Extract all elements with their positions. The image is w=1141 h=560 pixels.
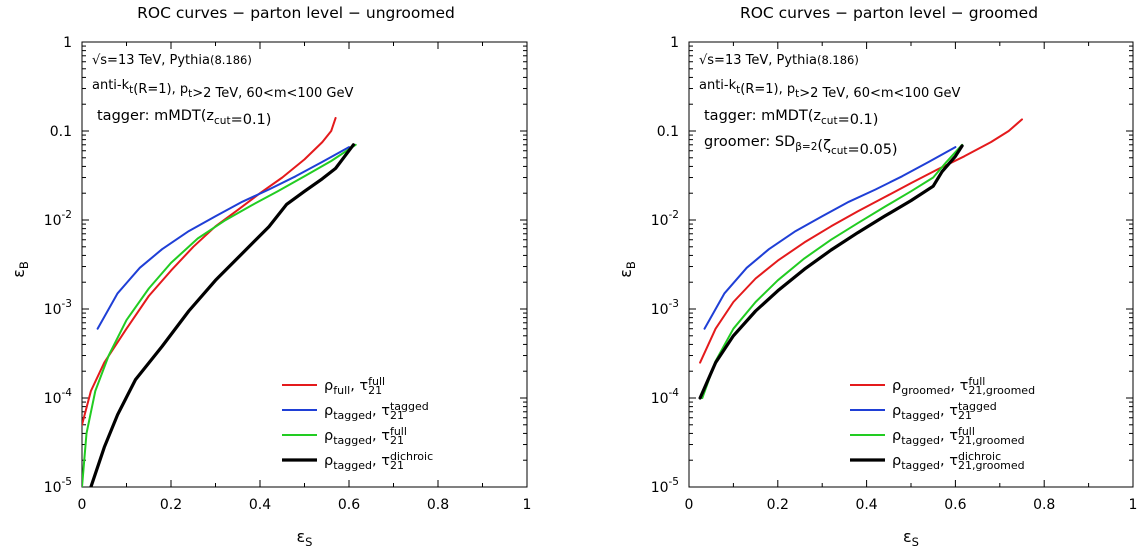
legend-entry-4: ρtagged, τ21,groomeddichroic xyxy=(892,450,1025,472)
legend-entry-1: ρfull, τ21full xyxy=(324,375,385,397)
series-line-4 xyxy=(698,144,964,400)
chart-title: ROC curves − parton level − groomed xyxy=(740,4,1038,22)
x-tick-label: 0 xyxy=(685,497,694,513)
legend-entry-2: ρtagged, τ21tagged xyxy=(324,400,429,422)
x-axis-label: εS xyxy=(903,527,919,549)
y-tick-label: 10-2 xyxy=(651,209,679,229)
series-line-2 xyxy=(96,146,350,330)
series-line-4 xyxy=(89,143,355,487)
y-tick-label: 0.1 xyxy=(657,124,679,140)
x-tick-label: 0.6 xyxy=(338,497,360,513)
y-tick-label: 10-3 xyxy=(651,298,679,318)
y-tick-label: 10-4 xyxy=(44,387,73,407)
y-tick-label: 10-3 xyxy=(44,298,72,318)
y-tick-label: 1 xyxy=(63,35,72,51)
legend-entry-1: ρgroomed, τ21,groomedfull xyxy=(892,375,1035,397)
annotation-3: tagger: mMDT(zcut=0.1) xyxy=(97,108,271,128)
series-line-3 xyxy=(701,143,964,399)
series-line-1 xyxy=(699,118,1023,364)
annotation-2: anti-kt(R=1), pt>2 TeV, 60<m<100 GeV xyxy=(92,78,353,101)
y-axis-label: εB xyxy=(616,261,638,278)
annotation-3: tagger: mMDT(zcut=0.1) xyxy=(704,108,878,128)
y-tick-label: 10-2 xyxy=(44,209,72,229)
legend-entry-2: ρtagged, τ21tagged xyxy=(892,400,997,422)
x-tick-label: 1 xyxy=(1129,497,1138,513)
x-tick-label: 1 xyxy=(523,497,532,513)
y-axis-label: εB xyxy=(9,261,31,278)
x-tick-label: 0.6 xyxy=(944,497,966,513)
x-tick-label: 0.4 xyxy=(249,497,271,513)
x-axis-label: εS xyxy=(297,527,313,549)
y-tick-label: 10-5 xyxy=(44,476,72,496)
x-tick-label: 0.2 xyxy=(767,497,789,513)
x-tick-label: 0.8 xyxy=(1033,497,1055,513)
y-tick-label: 1 xyxy=(670,35,679,51)
y-tick-label: 10-5 xyxy=(651,476,679,496)
annotation-1: √s=13 TeV, Pythia(8.186) xyxy=(92,53,252,68)
legend-entry-3: ρtagged, τ21,groomedfull xyxy=(892,425,1025,447)
x-tick-label: 0 xyxy=(78,497,87,513)
series-line-3 xyxy=(82,143,357,487)
annotation-2: anti-kt(R=1), pt>2 TeV, 60<m<100 GeV xyxy=(699,78,960,101)
x-tick-label: 0.8 xyxy=(427,497,449,513)
annotation-4: groomer: SDβ=2(ζcut=0.05) xyxy=(704,134,898,158)
chart-panel-2: ROC curves − parton level − groomed 0 0.2 0… xyxy=(616,4,1137,549)
x-tick-label: 0.4 xyxy=(855,497,877,513)
legend-entry-3: ρtagged, τ21full xyxy=(324,425,407,447)
annotation-1: √s=13 TeV, Pythia(8.186) xyxy=(699,53,859,68)
series-line-2 xyxy=(703,146,957,330)
chart-panel-1: ROC curves − parton level − ungroomed 0 0.… xyxy=(9,4,531,549)
legend-entry-4: ρtagged, τ21dichroic xyxy=(324,450,433,472)
chart-title: ROC curves − parton level − ungroomed xyxy=(137,4,455,22)
series-line-1 xyxy=(82,117,337,426)
y-tick-label: 10-4 xyxy=(651,387,680,407)
y-tick-label: 0.1 xyxy=(50,124,72,140)
x-tick-label: 0.2 xyxy=(160,497,182,513)
